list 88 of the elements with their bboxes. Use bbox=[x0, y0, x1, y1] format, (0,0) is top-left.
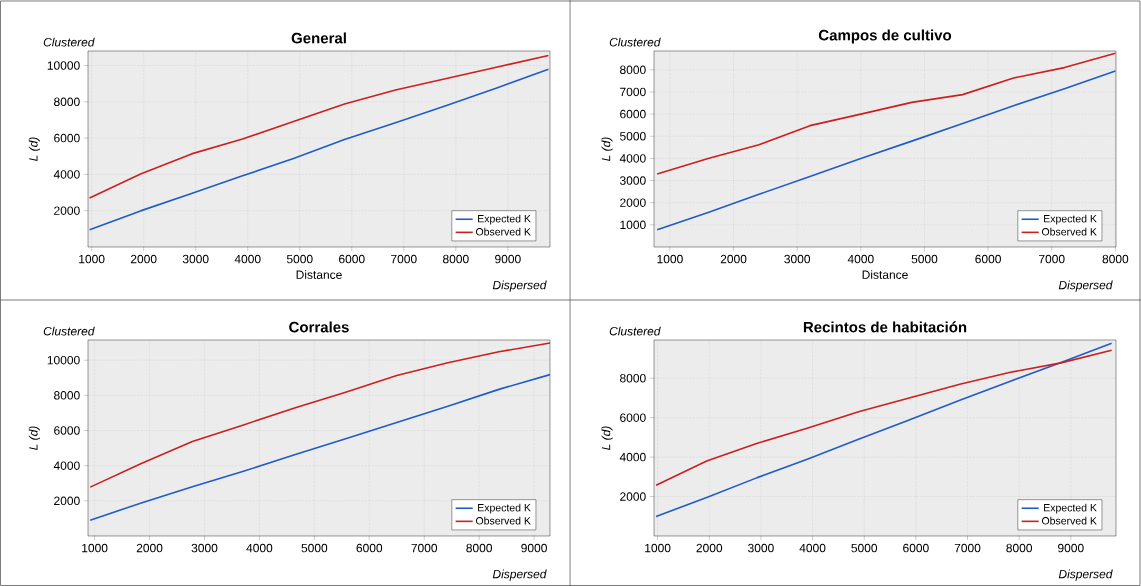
y-tick-label: 2000 bbox=[620, 492, 646, 501]
y-tick-label: 4000 bbox=[53, 461, 80, 470]
y-axis-title: L (d) bbox=[28, 426, 40, 450]
line-series bbox=[89, 342, 551, 488]
x-tick-label: 6000 bbox=[975, 254, 1001, 264]
x-tick-label: 5000 bbox=[851, 543, 878, 553]
legend-label: Expected K bbox=[478, 503, 531, 514]
y-tick-label: 4000 bbox=[619, 452, 646, 462]
y-tick-label: 2000 bbox=[54, 496, 80, 506]
x-tick-label: 6000 bbox=[903, 543, 929, 553]
x-tick-label: 3000 bbox=[748, 543, 774, 553]
x-tick-label: 8000 bbox=[466, 543, 493, 553]
legend-label: Observed K bbox=[1042, 516, 1097, 525]
x-tick-label: 1000 bbox=[645, 543, 671, 553]
x-tick-label: 7000 bbox=[1038, 254, 1065, 264]
x-tick-label: 9000 bbox=[521, 543, 547, 553]
x-tick-label: 9000 bbox=[495, 254, 521, 264]
x-tick-label: 3000 bbox=[191, 543, 218, 553]
text: Clustered bbox=[609, 326, 661, 336]
x-tick-label: 1000 bbox=[79, 254, 105, 264]
line-series bbox=[655, 342, 1113, 518]
x-tick-label: 8000 bbox=[1006, 543, 1033, 553]
x-axis-title: Distance bbox=[862, 270, 908, 279]
x-tick-label: 6000 bbox=[356, 543, 383, 553]
legend-label: Expected K bbox=[1044, 503, 1097, 514]
x-tick-label: 4000 bbox=[234, 254, 261, 264]
chart-title: Campos de cultivo bbox=[818, 29, 952, 44]
x-tick-label: 2000 bbox=[696, 543, 723, 553]
line-series bbox=[88, 54, 550, 199]
x-tick-label: 8000 bbox=[1102, 254, 1129, 264]
x-tick-label: 2000 bbox=[720, 254, 747, 264]
legend-label: Expected K bbox=[478, 214, 531, 225]
x-tick-label: 4000 bbox=[847, 254, 874, 264]
x-tick-label: 8000 bbox=[443, 254, 469, 264]
y-tick-label: 3000 bbox=[619, 176, 646, 185]
legend-label: Expected K bbox=[1044, 214, 1097, 225]
legend-label: Observed K bbox=[476, 516, 531, 525]
x-tick-label: 7000 bbox=[391, 254, 417, 264]
text: Clustered bbox=[43, 326, 95, 336]
x-tick-label: 5000 bbox=[301, 543, 328, 553]
y-axis-title: L (d) bbox=[601, 426, 613, 450]
x-axis-title: Distance bbox=[296, 270, 342, 279]
y-tick-label: 4000 bbox=[53, 170, 80, 179]
x-tick-label: 6000 bbox=[339, 254, 365, 264]
text: Clustered bbox=[43, 37, 95, 47]
y-tick-label: 10000 bbox=[47, 355, 80, 365]
x-tick-label: 1000 bbox=[82, 543, 108, 553]
y-tick-label: 8000 bbox=[620, 65, 646, 75]
chart-title: Corrales bbox=[289, 321, 349, 333]
x-tick-label: 4000 bbox=[246, 543, 273, 553]
text: Dispersed bbox=[492, 280, 547, 292]
text: Clustered bbox=[609, 37, 661, 47]
x-tick-label: 4000 bbox=[799, 543, 826, 553]
y-tick-label: 2000 bbox=[620, 198, 646, 207]
y-tick-label: 10000 bbox=[47, 61, 80, 70]
y-tick-label: 8000 bbox=[54, 97, 80, 107]
y-tick-label: 1000 bbox=[620, 220, 646, 230]
line-series bbox=[656, 52, 1116, 175]
y-tick-label: 6000 bbox=[54, 133, 80, 143]
x-tick-label: 7000 bbox=[954, 543, 981, 553]
line-series bbox=[655, 349, 1113, 487]
x-tick-label: 2000 bbox=[130, 254, 157, 264]
x-tick-label: 7000 bbox=[411, 543, 438, 553]
y-tick-label: 6000 bbox=[54, 426, 80, 435]
y-tick-label: 6000 bbox=[620, 413, 646, 422]
y-tick-label: 7000 bbox=[620, 87, 646, 97]
x-tick-label: 3000 bbox=[182, 254, 209, 264]
y-tick-label: 2000 bbox=[54, 206, 80, 215]
x-tick-label: 2000 bbox=[136, 543, 163, 553]
x-tick-label: 9000 bbox=[1058, 543, 1084, 553]
y-tick-label: 6000 bbox=[620, 109, 646, 119]
x-tick-label: 5000 bbox=[286, 254, 313, 264]
chart-title: Recintos de habitación bbox=[803, 321, 967, 333]
text: Dispersed bbox=[1058, 280, 1113, 292]
y-tick-label: 5000 bbox=[619, 132, 646, 141]
y-tick-label: 8000 bbox=[620, 374, 646, 383]
y-axis-title: L (d) bbox=[601, 137, 613, 161]
legend-label: Observed K bbox=[1042, 227, 1097, 236]
y-axis-title: L (d) bbox=[28, 137, 40, 161]
legend-label: Observed K bbox=[476, 227, 531, 236]
y-tick-label: 4000 bbox=[619, 154, 646, 163]
chart-title: General bbox=[291, 32, 346, 44]
x-tick-label: 3000 bbox=[784, 254, 811, 264]
text: Dispersed bbox=[492, 569, 547, 581]
y-tick-label: 8000 bbox=[54, 391, 80, 400]
x-tick-label: 1000 bbox=[657, 254, 683, 264]
x-tick-label: 5000 bbox=[911, 254, 938, 264]
text: Dispersed bbox=[1058, 569, 1113, 581]
